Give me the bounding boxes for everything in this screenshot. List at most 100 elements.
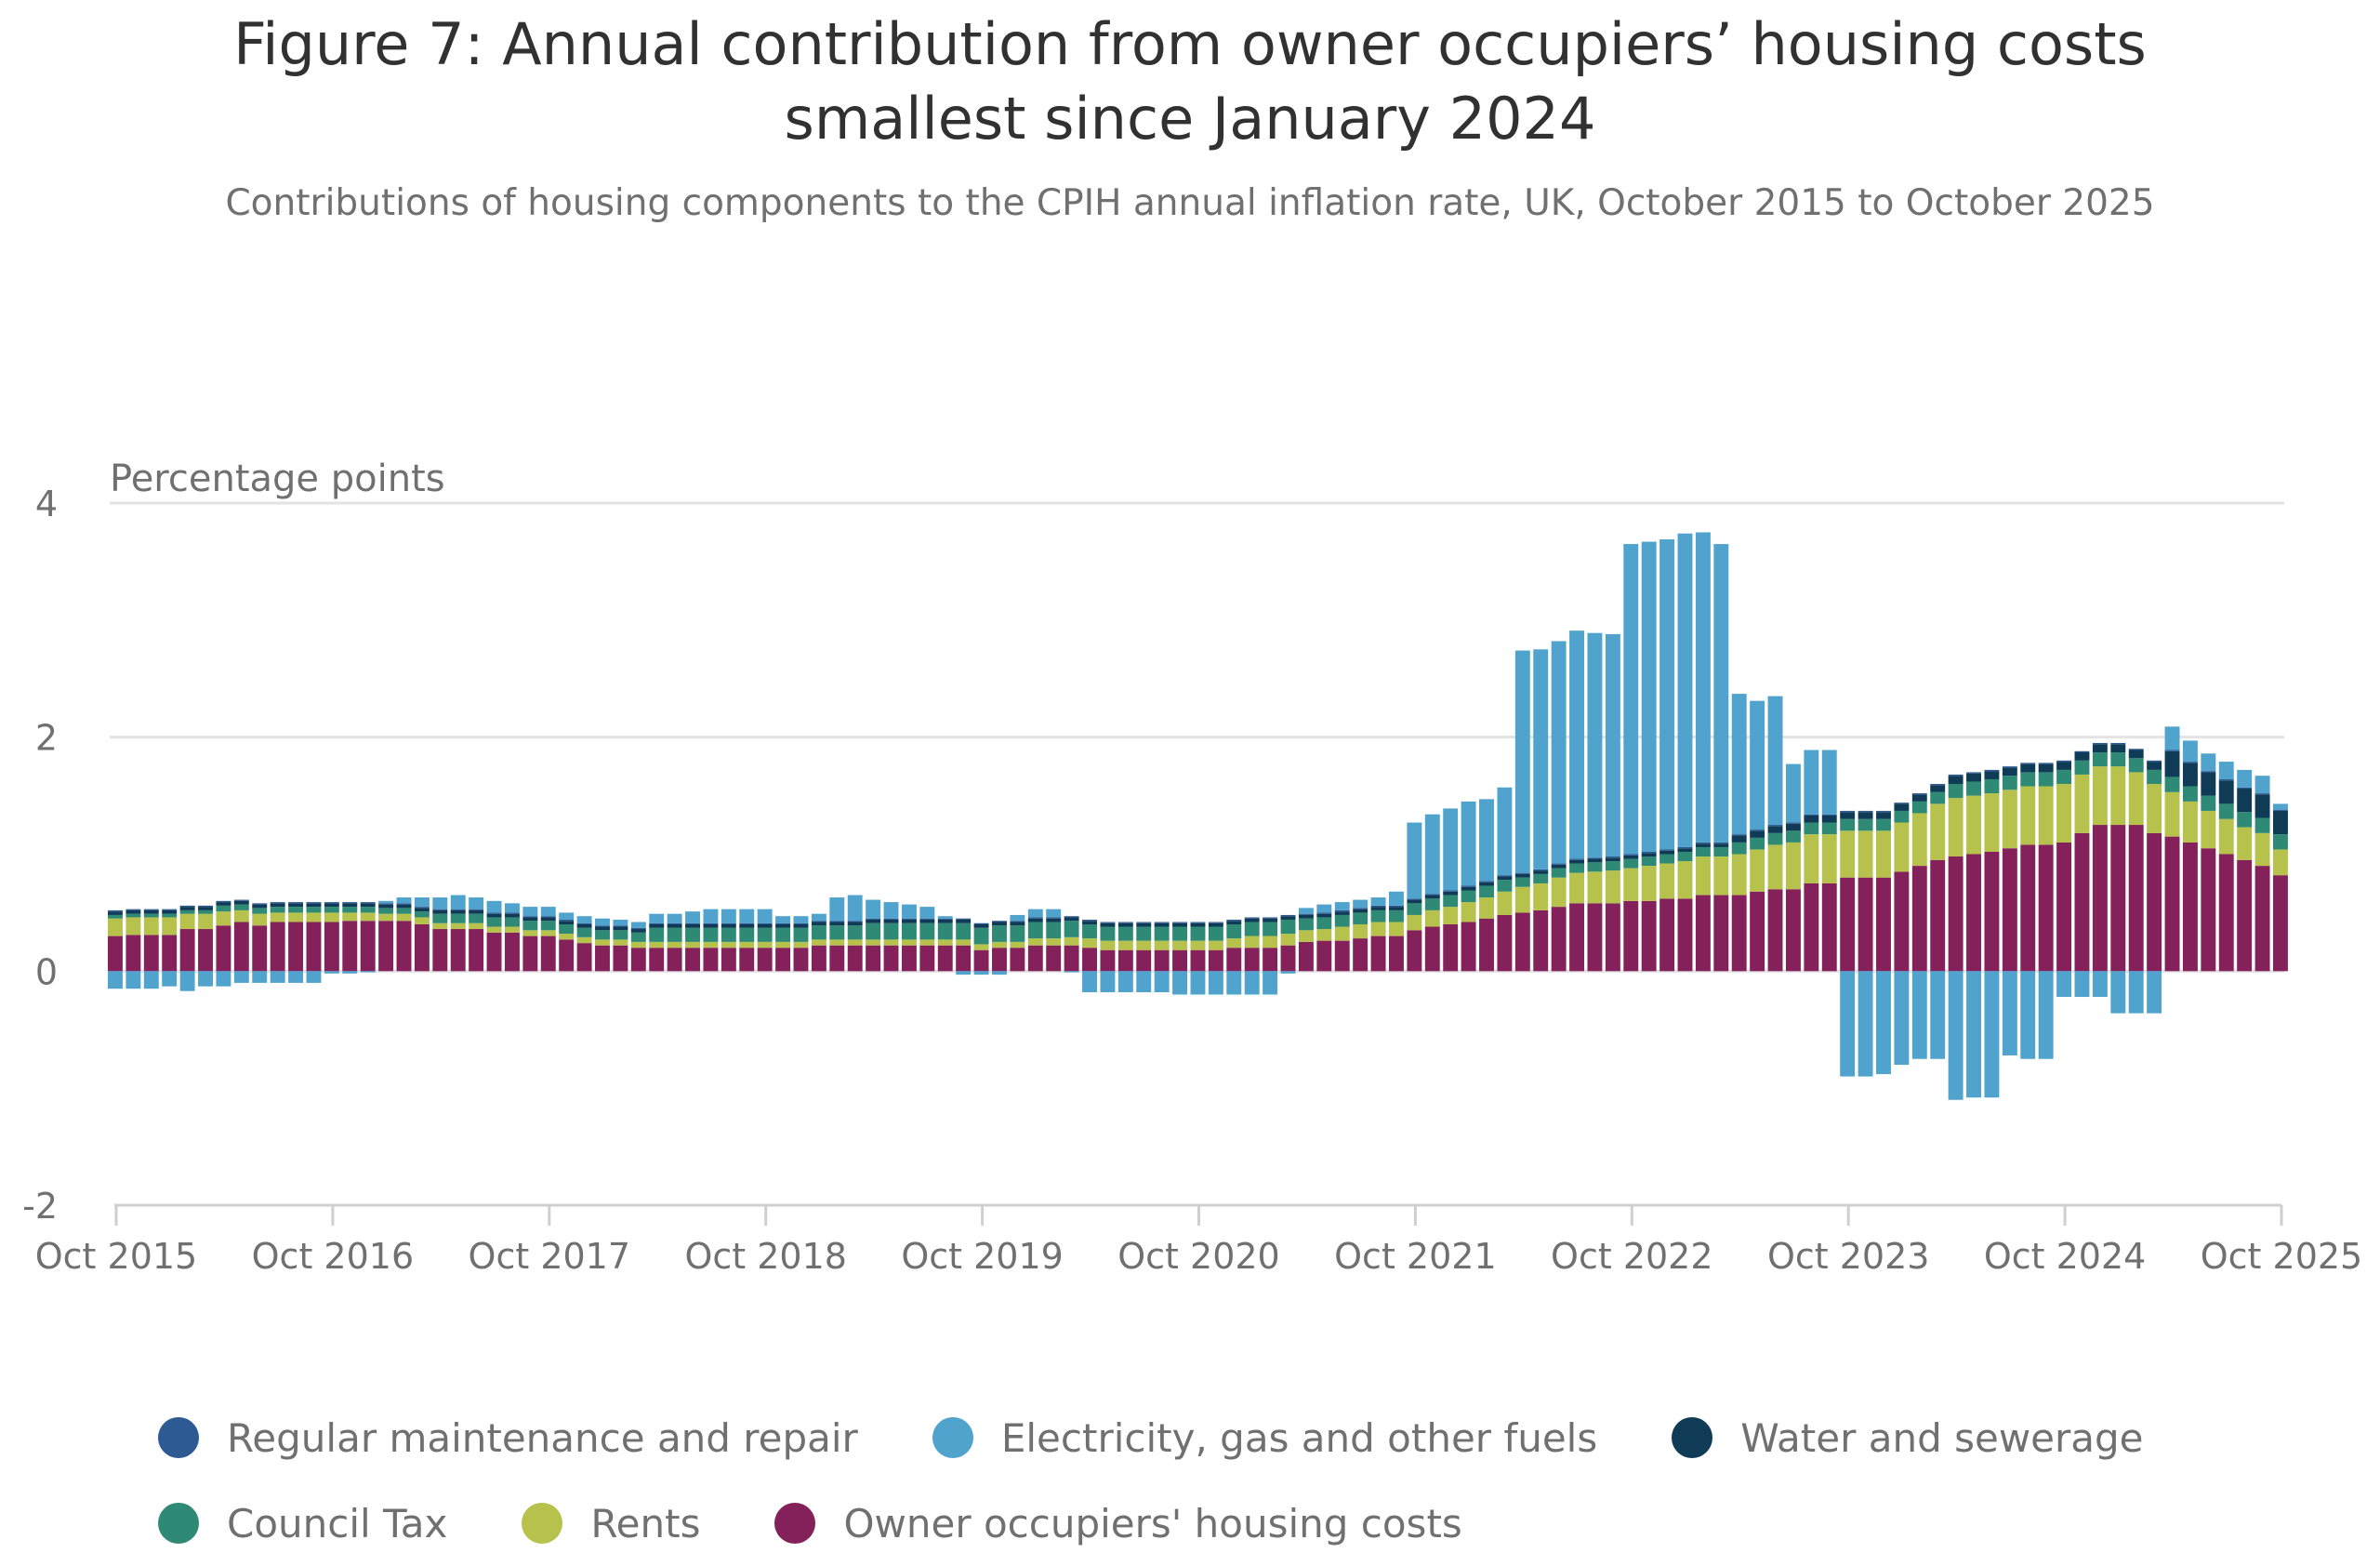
bar-ooh[interactable] xyxy=(2218,854,2234,972)
bar-water[interactable] xyxy=(703,924,719,928)
bar-ooh[interactable] xyxy=(540,936,556,972)
bar-ooh[interactable] xyxy=(198,929,213,972)
bar-water[interactable] xyxy=(1876,812,1891,819)
bar-electricity[interactable] xyxy=(2002,971,2017,1055)
bar-electricity[interactable] xyxy=(108,971,123,989)
bar-maintenance[interactable] xyxy=(1605,856,1620,858)
bar-water[interactable] xyxy=(216,902,231,906)
bar-ooh[interactable] xyxy=(667,948,682,972)
bar-ooh[interactable] xyxy=(793,948,809,972)
bar-maintenance[interactable] xyxy=(883,918,899,920)
bar-ooh[interactable] xyxy=(179,929,195,972)
bar-council_tax[interactable] xyxy=(1695,846,1711,857)
bar-ooh[interactable] xyxy=(1948,856,1964,972)
bar-maintenance[interactable] xyxy=(1821,814,1837,816)
bar-council_tax[interactable] xyxy=(306,907,322,913)
bar-council_tax[interactable] xyxy=(2002,776,2017,790)
bar-water[interactable] xyxy=(1858,812,1873,819)
bar-water[interactable] xyxy=(1514,873,1530,878)
bar-rents[interactable] xyxy=(630,941,646,949)
legend-item-water[interactable]: Water and sewerage xyxy=(1672,1415,2144,1461)
bar-water[interactable] xyxy=(396,904,412,909)
bar-electricity[interactable] xyxy=(1804,750,1819,815)
bar-ooh[interactable] xyxy=(233,922,249,972)
bar-rents[interactable] xyxy=(956,939,972,946)
bar-ooh[interactable] xyxy=(486,932,502,972)
bar-water[interactable] xyxy=(306,903,322,908)
bar-ooh[interactable] xyxy=(2038,844,2054,972)
bar-maintenance[interactable] xyxy=(1064,916,1079,918)
bar-electricity[interactable] xyxy=(1117,971,1133,992)
bar-electricity[interactable] xyxy=(847,895,863,922)
bar-water[interactable] xyxy=(2002,767,2017,776)
bar-maintenance[interactable] xyxy=(1948,774,1964,776)
bar-rents[interactable] xyxy=(613,939,628,946)
bar-ooh[interactable] xyxy=(1010,948,1025,972)
bar-rents[interactable] xyxy=(576,936,592,944)
bar-council_tax[interactable] xyxy=(1226,924,1242,939)
bar-rents[interactable] xyxy=(432,922,448,930)
bar-council_tax[interactable] xyxy=(992,925,1007,942)
bar-rents[interactable] xyxy=(2110,766,2126,826)
bar-maintenance[interactable] xyxy=(757,922,773,924)
bar-ooh[interactable] xyxy=(469,929,484,972)
bar-rents[interactable] xyxy=(1821,834,1837,883)
bar-rents[interactable] xyxy=(883,939,899,946)
bar-ooh[interactable] xyxy=(1263,948,1278,972)
bar-maintenance[interactable] xyxy=(1082,919,1097,922)
bar-water[interactable] xyxy=(847,922,863,926)
bar-ooh[interactable] xyxy=(595,945,610,972)
bar-water[interactable] xyxy=(2056,762,2072,770)
bar-water[interactable] xyxy=(1461,886,1476,891)
bar-water[interactable] xyxy=(829,922,845,926)
bar-electricity[interactable] xyxy=(649,913,665,923)
bar-council_tax[interactable] xyxy=(1750,837,1765,850)
bar-water[interactable] xyxy=(1316,913,1332,918)
bar-council_tax[interactable] xyxy=(1244,922,1260,936)
bar-rents[interactable] xyxy=(793,941,809,949)
bar-water[interactable] xyxy=(1082,921,1097,924)
bar-maintenance[interactable] xyxy=(811,921,826,922)
bar-water[interactable] xyxy=(1605,857,1620,862)
bar-maintenance[interactable] xyxy=(1731,834,1747,836)
bar-rents[interactable] xyxy=(2147,784,2162,833)
bar-ooh[interactable] xyxy=(1370,936,1386,972)
bar-maintenance[interactable] xyxy=(1280,914,1296,917)
bar-electricity[interactable] xyxy=(2254,776,2270,794)
bar-water[interactable] xyxy=(811,922,826,926)
bar-electricity[interactable] xyxy=(1443,808,1459,891)
bar-ooh[interactable] xyxy=(576,943,592,972)
bar-electricity[interactable] xyxy=(270,971,285,983)
bar-council_tax[interactable] xyxy=(1659,854,1675,864)
bar-council_tax[interactable] xyxy=(2038,772,2054,787)
bar-rents[interactable] xyxy=(1117,940,1133,950)
bar-rents[interactable] xyxy=(1641,866,1657,901)
bar-ooh[interactable] xyxy=(126,935,141,972)
bar-maintenance[interactable] xyxy=(1027,917,1043,919)
bar-council_tax[interactable] xyxy=(486,917,502,927)
bar-ooh[interactable] xyxy=(1605,903,1620,972)
bar-water[interactable] xyxy=(1027,918,1043,922)
bar-rents[interactable] xyxy=(288,912,304,922)
bar-rents[interactable] xyxy=(1280,934,1296,946)
bar-ooh[interactable] xyxy=(2273,875,2288,972)
bar-electricity[interactable] xyxy=(829,897,845,922)
bar-rents[interactable] xyxy=(667,941,682,949)
bar-rents[interactable] xyxy=(1858,830,1873,878)
bar-ooh[interactable] xyxy=(703,948,719,972)
bar-rents[interactable] xyxy=(504,926,520,933)
bar-electricity[interactable] xyxy=(252,971,268,983)
bar-council_tax[interactable] xyxy=(396,908,412,914)
bar-maintenance[interactable] xyxy=(1587,857,1603,859)
bar-maintenance[interactable] xyxy=(504,912,520,914)
bar-electricity[interactable] xyxy=(1750,700,1765,830)
bar-water[interactable] xyxy=(1100,922,1116,927)
bar-electricity[interactable] xyxy=(2020,971,2036,1059)
bar-water[interactable] xyxy=(1911,794,1927,802)
bar-council_tax[interactable] xyxy=(1894,810,1910,823)
bar-council_tax[interactable] xyxy=(108,914,123,919)
bar-council_tax[interactable] xyxy=(2147,769,2162,784)
bar-rents[interactable] xyxy=(360,912,376,922)
bar-ooh[interactable] xyxy=(1966,854,1981,972)
bar-ooh[interactable] xyxy=(2237,859,2253,972)
